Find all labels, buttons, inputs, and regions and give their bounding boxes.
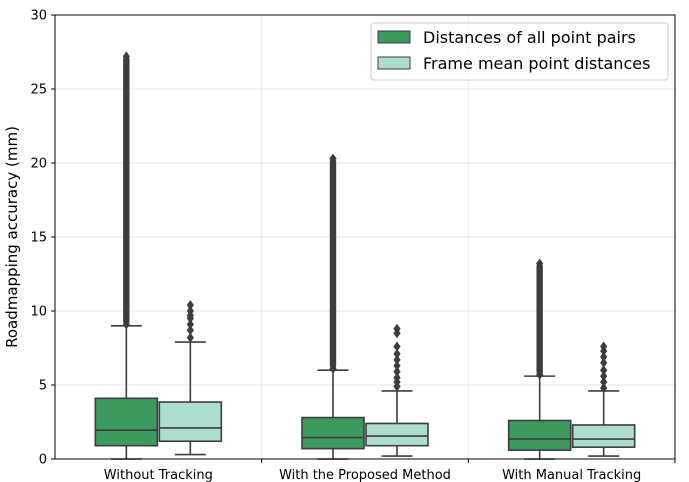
- outlier-point: [600, 357, 608, 368]
- outlier-point: [600, 341, 608, 352]
- grid-lines: [55, 14, 675, 460]
- outlier-point: [186, 332, 194, 343]
- outlier-point: [393, 323, 401, 334]
- legend-swatch: [377, 56, 411, 70]
- outlier-point: [393, 360, 401, 371]
- legend-frame: [370, 22, 669, 81]
- box-group: [571, 341, 636, 457]
- y-tick-label: 0: [39, 453, 47, 468]
- y-axis-title: Roadmapping accuracy (mm): [3, 126, 21, 348]
- outlier-point: [329, 153, 337, 164]
- box-iqr: [365, 422, 429, 447]
- box-group: [507, 258, 572, 460]
- outlier-point: [600, 382, 608, 393]
- box-plot-series: [94, 51, 636, 460]
- box-group: [301, 153, 365, 460]
- outlier-band: [123, 56, 130, 325]
- outlier-point: [186, 319, 194, 330]
- legend-swatch: [377, 30, 411, 44]
- outlier-point: [393, 354, 401, 365]
- outlier-point: [536, 258, 544, 269]
- x-tick-label: With the Proposed Method: [279, 468, 451, 482]
- y-tick-label: 30: [30, 9, 47, 24]
- outlier-point: [393, 372, 401, 383]
- box-group: [365, 323, 429, 457]
- x-tick-label: Without Tracking: [104, 468, 213, 482]
- outlier-point: [186, 325, 194, 336]
- x-tick-label: With Manual Tracking: [502, 468, 641, 482]
- box-group: [158, 300, 223, 456]
- outlier-point: [600, 371, 608, 382]
- outlier-point: [600, 351, 608, 362]
- series-frame-mean: [158, 300, 636, 457]
- box-iqr: [94, 397, 159, 447]
- outlier-point: [122, 51, 130, 62]
- outlier-point: [393, 341, 401, 352]
- series-all-point-pairs: [94, 51, 572, 460]
- legend-label: Frame mean point distances: [423, 54, 650, 73]
- outlier-point: [600, 365, 608, 376]
- outlier-point: [122, 319, 130, 330]
- outlier-point: [393, 366, 401, 377]
- box-group: [94, 51, 159, 460]
- outlier-point: [393, 348, 401, 359]
- y-tick-label: 5: [39, 379, 47, 394]
- y-tick-label: 25: [30, 83, 47, 98]
- outlier-point: [329, 363, 337, 374]
- axes: 0 5 10 15 20 25 30 Without Tracking With the Pro…: [30, 9, 676, 482]
- box-iqr: [301, 416, 365, 450]
- outlier-point: [600, 377, 608, 388]
- box-iqr: [507, 419, 572, 451]
- y-tick-label: 20: [30, 157, 47, 172]
- outlier-point: [186, 300, 194, 311]
- legend: Distances of all point pairs Frame mean p…: [370, 22, 669, 81]
- box-iqr: [571, 424, 636, 448]
- outlier-band: [329, 158, 337, 369]
- y-tick-label: 10: [30, 305, 47, 320]
- y-tick-label: 15: [30, 231, 47, 246]
- outlier-band: [536, 263, 543, 375]
- outlier-point: [186, 305, 194, 317]
- outlier-point: [536, 369, 544, 380]
- box-iqr: [158, 401, 223, 443]
- legend-label: Distances of all point pairs: [423, 28, 636, 47]
